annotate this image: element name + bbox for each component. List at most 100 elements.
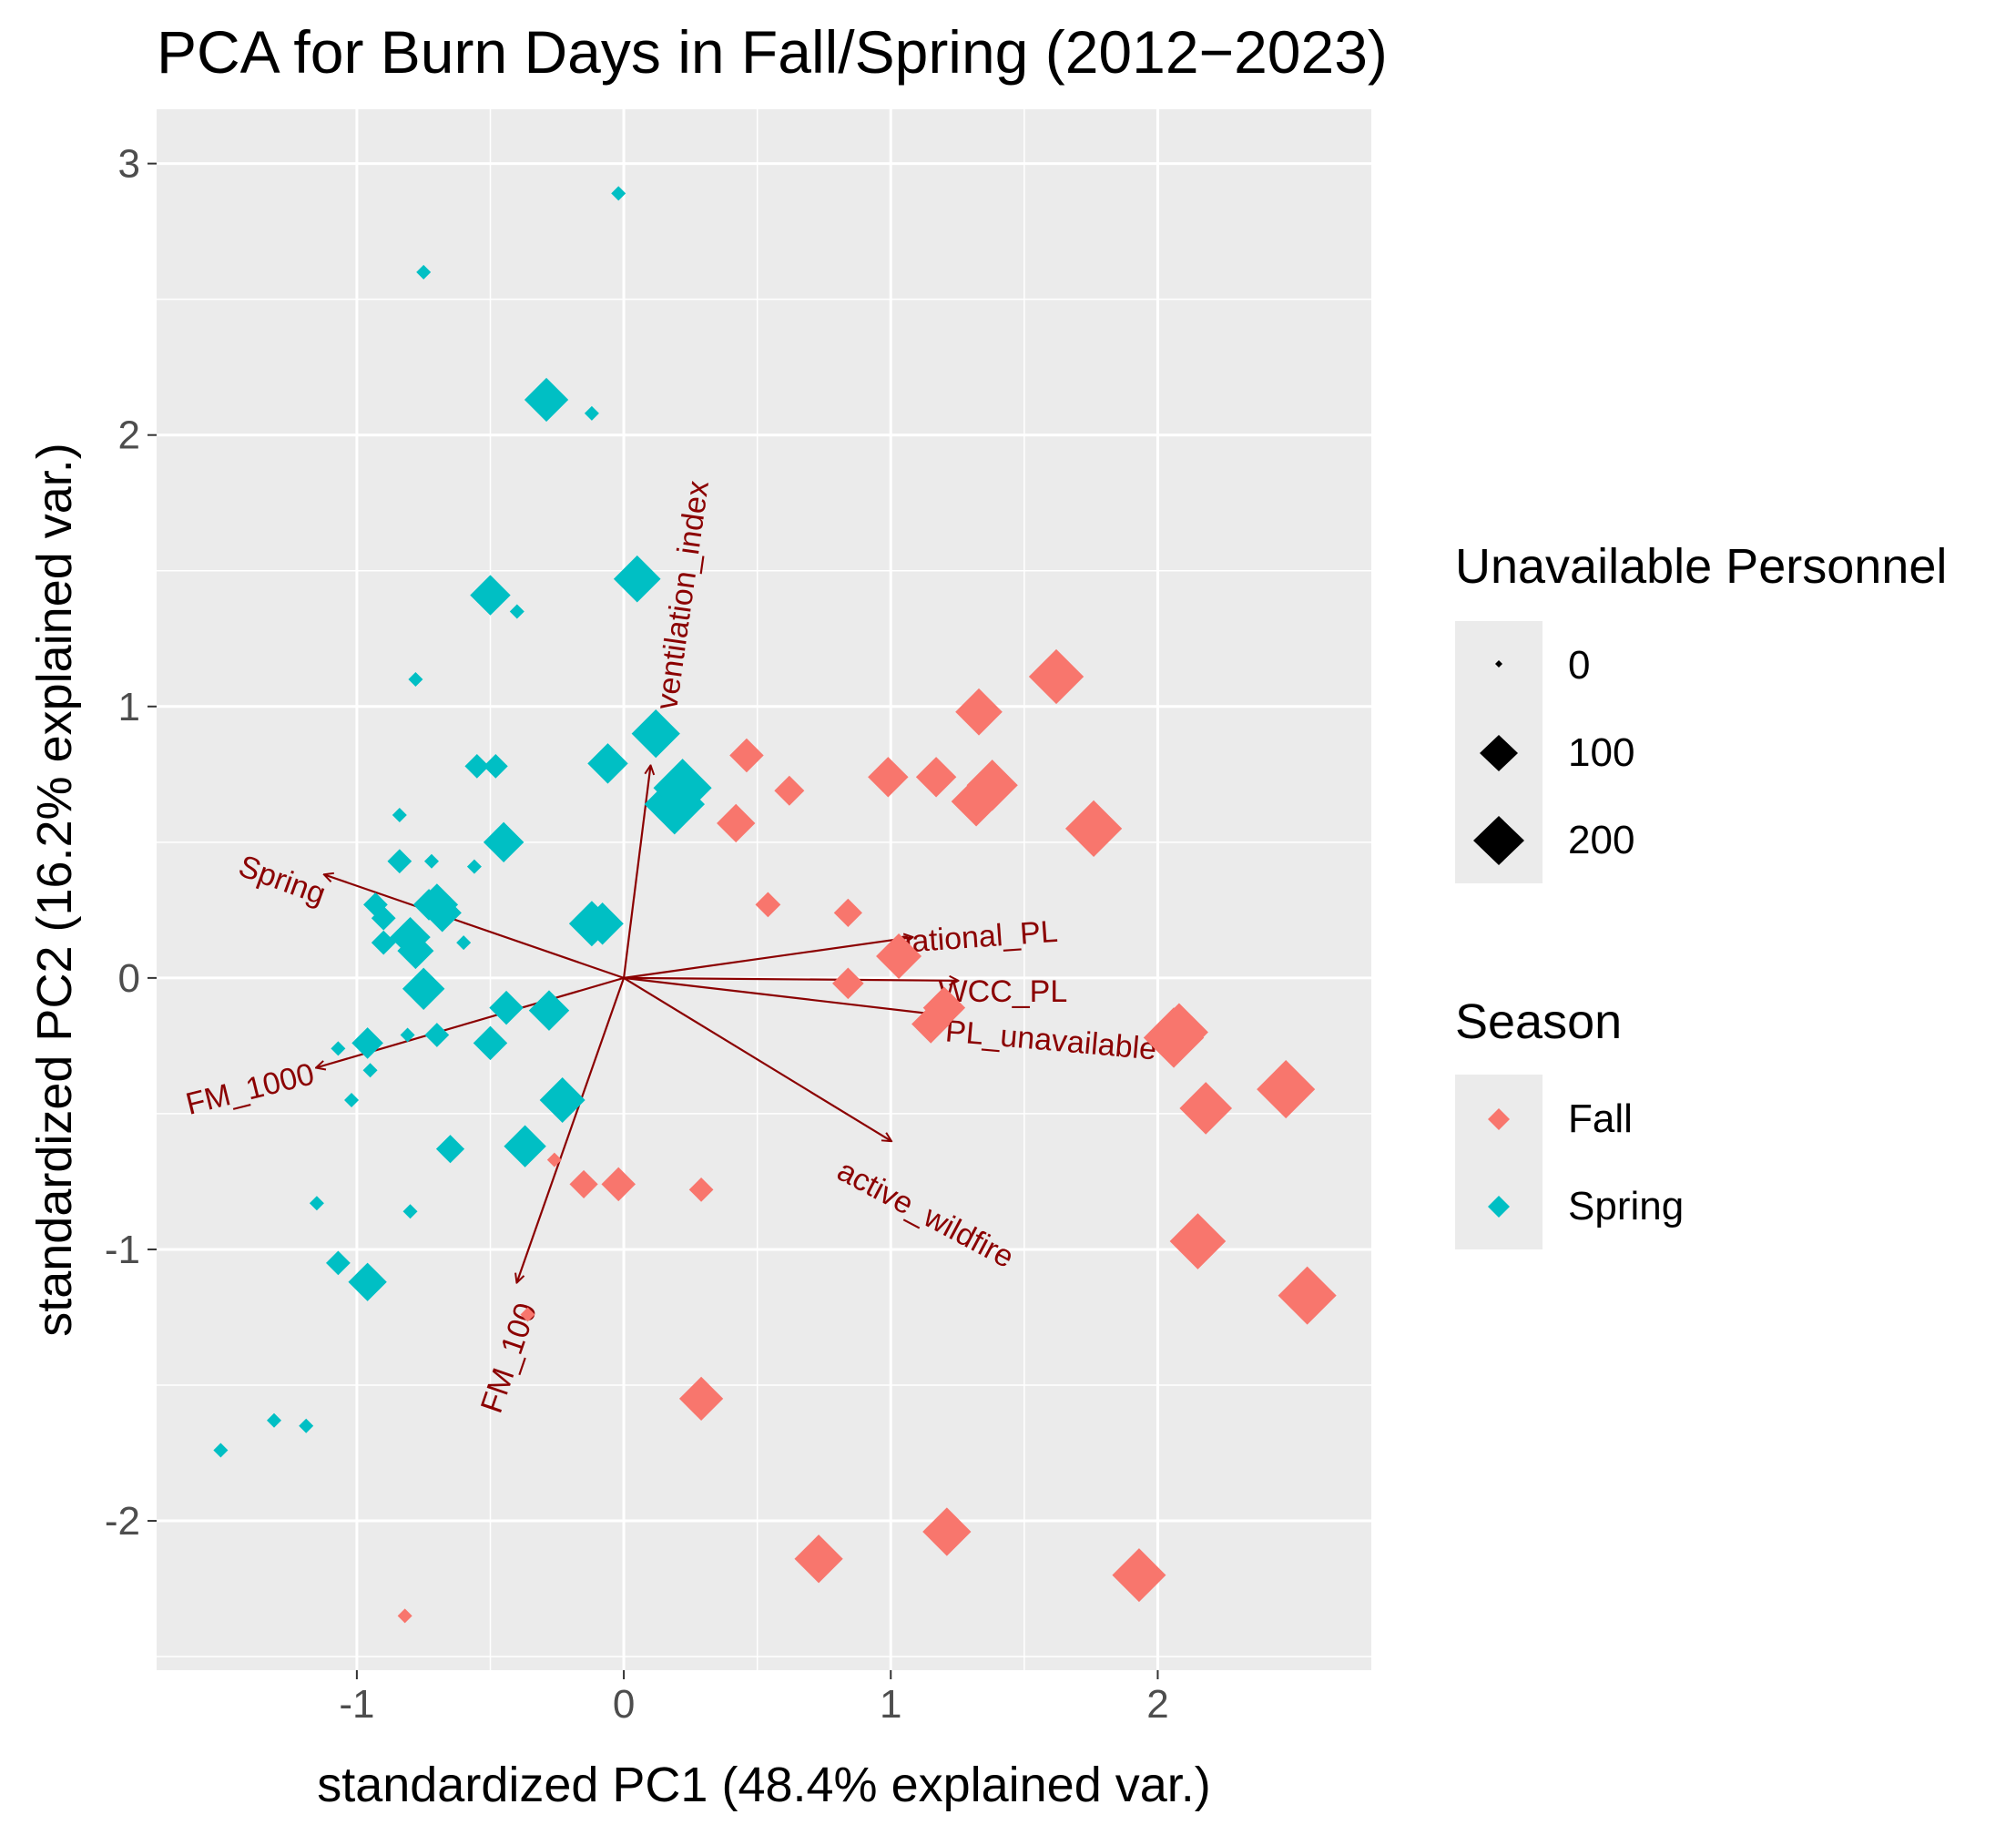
- point-spring: [528, 990, 570, 1031]
- point-fall: [1028, 648, 1084, 705]
- point-spring: [325, 1250, 351, 1276]
- point-fall: [546, 1152, 562, 1167]
- point-spring: [402, 967, 445, 1011]
- point-spring: [397, 933, 434, 970]
- season-legend: Season Fall Spring: [1455, 994, 1684, 1249]
- point-spring: [348, 1262, 387, 1301]
- size-legend-label-200: 200: [1568, 818, 1634, 862]
- point-fall: [833, 898, 862, 927]
- size-legend-label-0: 0: [1568, 643, 1590, 688]
- point-spring: [611, 186, 626, 201]
- point-fall: [951, 776, 1002, 827]
- point-fall: [520, 1307, 535, 1322]
- point-fall: [794, 1534, 843, 1584]
- loading-arrow: [517, 977, 626, 1282]
- size-legend-symbol-0: [1495, 660, 1502, 668]
- point-spring: [344, 1093, 360, 1108]
- point-spring: [464, 753, 490, 779]
- y-tick-label: 1: [118, 685, 140, 729]
- point-spring: [473, 1025, 508, 1061]
- point-spring: [371, 930, 396, 955]
- point-spring: [504, 1125, 546, 1167]
- season-legend-symbol-fall: [1488, 1108, 1510, 1130]
- point-spring: [581, 902, 624, 945]
- point-fall: [915, 757, 957, 798]
- point-spring: [408, 671, 423, 687]
- point-spring: [390, 916, 431, 958]
- loading-arrow: [623, 976, 950, 1016]
- size-legend: Unavailable Personnel 0 100 200: [1455, 539, 1947, 883]
- point-spring: [470, 575, 511, 616]
- plot-panel: [157, 109, 1371, 1670]
- x-axis-ticks: -1 0 1 2: [339, 1670, 1169, 1727]
- point-spring: [489, 990, 524, 1025]
- point-fall: [678, 1376, 724, 1422]
- loading-arrow: [325, 875, 625, 979]
- point-spring: [631, 709, 680, 759]
- point-fall: [717, 803, 756, 843]
- point-spring: [423, 853, 439, 869]
- point-fall: [569, 1169, 598, 1199]
- y-axis-ticks: -2 -1 0 1 2 3: [105, 142, 157, 1544]
- point-spring: [400, 1027, 415, 1043]
- x-tick-label: -1: [339, 1682, 374, 1727]
- point-spring: [539, 1077, 585, 1124]
- x-tick-label: 0: [613, 1682, 635, 1727]
- point-fall: [397, 1608, 412, 1624]
- point-fall: [1257, 1060, 1316, 1119]
- point-fall: [1149, 1003, 1208, 1062]
- size-legend-title: Unavailable Personnel: [1455, 539, 1947, 594]
- point-fall: [911, 1004, 951, 1044]
- chart-title: PCA for Burn Days in Fall/Spring (2012−2…: [157, 18, 1388, 86]
- point-spring: [524, 377, 569, 423]
- grid-minor: [157, 109, 1371, 1670]
- point-fall: [755, 892, 781, 918]
- point-fall: [601, 1167, 636, 1202]
- point-fall: [1179, 1082, 1233, 1135]
- point-spring: [309, 1196, 324, 1211]
- point-spring: [402, 1204, 418, 1219]
- point-spring: [424, 1023, 450, 1047]
- point-fall: [688, 1177, 714, 1202]
- y-tick-label: 2: [118, 413, 140, 458]
- point-spring: [213, 1443, 229, 1458]
- point-fall: [774, 775, 805, 806]
- loading-arrow: [623, 937, 912, 979]
- point-fall: [1278, 1266, 1337, 1325]
- point-spring: [456, 935, 472, 951]
- point-spring: [299, 1418, 314, 1433]
- point-spring: [392, 808, 407, 823]
- size-legend-label-100: 100: [1568, 730, 1634, 775]
- point-fall: [832, 967, 864, 1000]
- y-tick-label: -1: [105, 1228, 140, 1272]
- point-spring: [371, 905, 396, 931]
- point-spring: [435, 1135, 465, 1164]
- loading-arrow: [624, 978, 957, 981]
- point-spring: [267, 1412, 282, 1428]
- season-legend-title: Season: [1455, 994, 1622, 1049]
- y-axis-title: standardized PC2 (16.2% explained var.): [27, 443, 82, 1337]
- point-spring: [587, 743, 628, 784]
- data-points: [213, 186, 1337, 1624]
- point-spring: [331, 1041, 346, 1056]
- size-legend-symbol-100: [1480, 735, 1518, 771]
- point-fall: [876, 933, 922, 980]
- point-fall: [922, 1507, 972, 1556]
- x-tick-label: 2: [1146, 1682, 1168, 1727]
- loading-arrow: [623, 976, 891, 1141]
- point-fall: [955, 688, 1003, 736]
- point-spring: [584, 405, 599, 421]
- point-spring: [613, 555, 661, 603]
- x-tick-label: 1: [880, 1682, 901, 1727]
- grid-major: [157, 109, 1371, 1670]
- point-fall: [1064, 800, 1123, 858]
- point-fall: [868, 757, 909, 798]
- point-spring: [423, 893, 462, 933]
- y-tick-label: 3: [118, 142, 140, 187]
- season-legend-symbol-spring: [1488, 1196, 1510, 1218]
- y-tick-label: 0: [118, 956, 140, 1001]
- point-spring: [483, 753, 508, 779]
- loading-arrow: [622, 766, 650, 979]
- season-legend-label-fall: Fall: [1568, 1096, 1633, 1141]
- point-spring: [509, 604, 524, 619]
